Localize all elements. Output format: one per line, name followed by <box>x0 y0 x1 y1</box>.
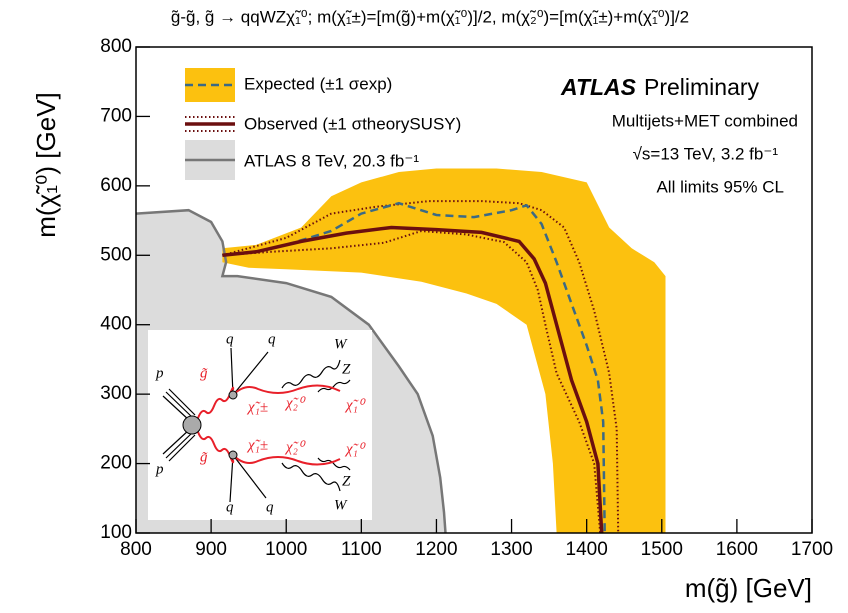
y-tick-label: 300 <box>100 383 132 404</box>
diagram-label: p <box>155 365 164 381</box>
z-boson <box>317 379 351 393</box>
diagram-label: q <box>226 499 234 515</box>
diagram-label: q <box>266 499 274 515</box>
diagram-label: χ̃₁± <box>246 437 268 453</box>
diagram-label: g̃ <box>200 365 208 381</box>
y-tick-label: 500 <box>100 244 132 265</box>
chargino-neutralino <box>232 384 341 396</box>
y-tick-label: 400 <box>100 314 132 335</box>
y-tick-label: 600 <box>100 175 132 196</box>
w-boson <box>281 359 341 389</box>
diagram-label: q <box>226 331 234 347</box>
diagram-label: χ̃₂⁰ <box>284 439 306 455</box>
legend-label: ATLAS 8 TeV, 20.3 fb⁻¹ <box>244 151 419 170</box>
diagram-label: W <box>334 336 348 352</box>
x-tick-label: 1700 <box>791 539 833 560</box>
observed-up <box>222 200 620 534</box>
diagram-label: χ̃₁⁰ <box>344 441 366 457</box>
diagram-label: χ̃₁⁰ <box>344 397 366 413</box>
axes: 800 900 1000 1100 1200 1300 1400 1500 1600 1700 10… <box>100 36 833 560</box>
inset-background <box>148 330 372 520</box>
proton-vertex <box>182 415 202 435</box>
legend: Expected (±1 σexp) Observed (±1 σtheorySU… <box>185 68 798 196</box>
w-boson <box>281 462 341 492</box>
x-tick-label: 1300 <box>490 539 532 560</box>
x-tick-label: 1600 <box>716 539 758 560</box>
diagram-label: q <box>268 331 276 347</box>
annotation: Preliminary <box>644 74 760 100</box>
x-tick-label: 1000 <box>265 539 307 560</box>
chart-title: g̃-g̃, g̃ → qqWZχ̃₁⁰; m(χ̃₁±)=[m(g̃)+m(χ… <box>171 7 689 26</box>
observed-line <box>222 225 604 534</box>
limit-8tev-line <box>135 208 447 534</box>
y-tick-label: 800 <box>100 36 132 57</box>
x-tick-label: 900 <box>195 539 227 560</box>
inset-diagram: p p g̃ g̃ q q q q W Z Z W χ̃₁± χ̃₂⁰ χ̃₁⁰… <box>148 330 372 520</box>
diagram-label: g̃ <box>200 449 208 465</box>
x-tick-label: 1400 <box>566 539 608 560</box>
diagram-label: χ̃₁± <box>246 399 268 415</box>
proton-line <box>162 388 196 422</box>
legend-label: Observed (±1 σtheorySUSY) <box>244 114 461 133</box>
chargino-neutralino <box>232 454 341 466</box>
x-tick-label: 1100 <box>341 539 382 560</box>
legend-label: Expected (±1 σexp) <box>244 74 392 93</box>
x-tick-label: 1500 <box>641 539 683 560</box>
annotation: All limits 95% CL <box>656 177 784 196</box>
z-boson <box>317 457 351 471</box>
x-tick-label: 1200 <box>415 539 457 560</box>
plot-frame <box>135 46 813 534</box>
expected-line <box>222 201 606 534</box>
x-axis-label: m(g̃) [GeV] <box>685 573 812 603</box>
annotation: ATLAS <box>560 74 637 100</box>
annotation: Multijets+MET combined <box>612 111 798 130</box>
diagram-label: p <box>155 461 164 477</box>
annotation: √s=13 TeV, 3.2 fb⁻¹ <box>633 144 779 163</box>
y-tick-label: 100 <box>100 522 132 543</box>
vertex <box>228 390 238 400</box>
diagram-label: Z <box>342 361 351 377</box>
y-axis-label: m(χ̃₁⁰) [GeV] <box>31 92 61 238</box>
diagram-label: Z <box>342 473 351 489</box>
diagram-lines <box>162 347 351 503</box>
proton-line <box>162 428 196 462</box>
diagram-label: W <box>334 497 348 513</box>
diagram-label: χ̃₂⁰ <box>284 395 306 411</box>
y-tick-label: 700 <box>100 105 132 126</box>
quark-lines <box>229 347 269 503</box>
vertex <box>228 450 238 460</box>
x-tick-label: 800 <box>120 539 152 560</box>
y-tick-label: 200 <box>100 453 132 474</box>
